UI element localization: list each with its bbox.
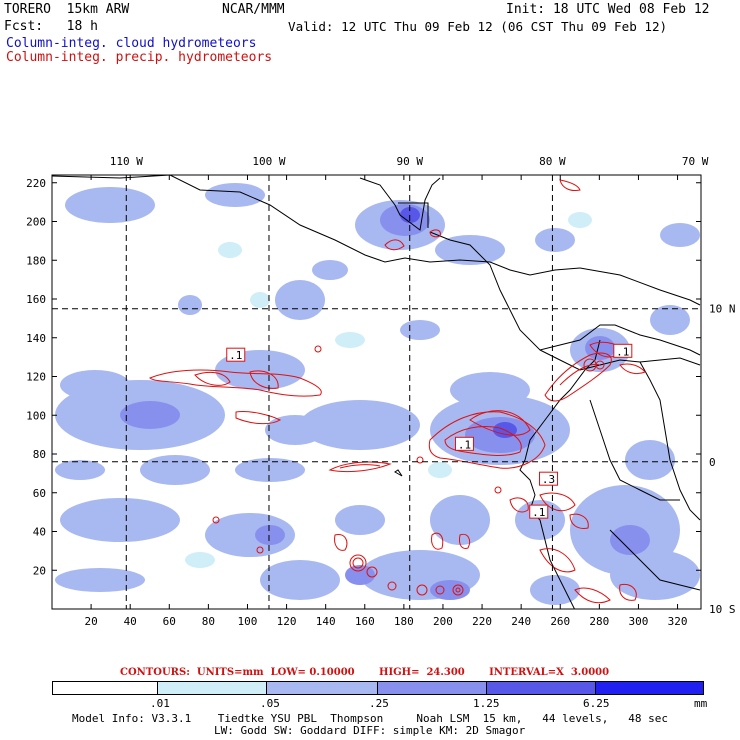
y-tick-label: 180 — [26, 254, 46, 267]
y-tick-label: 100 — [26, 409, 46, 422]
y-tick-label: 40 — [33, 526, 46, 539]
latitude-label: 0 — [709, 456, 716, 469]
x-tick-label: 180 — [394, 615, 414, 628]
plot-frame — [51, 174, 702, 610]
x-tick-label: 120 — [277, 615, 297, 628]
colorbar-bin-2 — [267, 682, 378, 694]
x-tick-label: 100 — [238, 615, 258, 628]
header-init: Init: 18 UTC Wed 08 Feb 12 — [506, 2, 710, 17]
svg-text:.1: .1 — [616, 345, 629, 358]
x-tick-label: 300 — [629, 615, 649, 628]
svg-text:.1: .1 — [458, 438, 471, 451]
colorbar — [52, 681, 704, 695]
x-tick-label: 240 — [511, 615, 531, 628]
y-tick-label: 60 — [33, 487, 46, 500]
colorbar-unit: mm — [694, 697, 708, 710]
x-tick-label: 320 — [668, 615, 688, 628]
longitude-label: 110 W — [110, 155, 143, 168]
colorbar-bin-3 — [378, 682, 487, 694]
footer-physics: LW: Godd SW: Goddard DIFF: simple KM: 2D… — [214, 724, 526, 737]
x-tick-label: 40 — [124, 615, 137, 628]
contour-label: .1 — [226, 347, 246, 362]
colorbar-bin-0 — [53, 682, 158, 694]
lat-lon-gridlines — [52, 175, 701, 609]
y-tick-label: 140 — [26, 332, 46, 345]
field-precip-label: Column-integ. precip. hydrometeors — [6, 50, 273, 65]
x-tick-label: 260 — [550, 615, 570, 628]
footer-model-info: Model Info: V3.3.1 Tiedtke YSU PBL Thomp… — [72, 712, 669, 725]
svg-text:.1: .1 — [532, 506, 545, 519]
colorbar-bin-5 — [596, 682, 703, 694]
longitude-label: 90 W — [396, 155, 423, 168]
contour-label: .3 — [539, 471, 559, 486]
x-tick-label: 60 — [163, 615, 176, 628]
colorbar-label-1: .05 — [260, 697, 280, 710]
colorbar-bin-4 — [487, 682, 596, 694]
x-tick-label: 160 — [355, 615, 375, 628]
coastlines — [52, 175, 701, 609]
header-fcst: Fcst: 18 h — [4, 19, 98, 34]
y-tick-label: 20 — [33, 564, 46, 577]
header-center: NCAR/MMM — [222, 2, 285, 17]
contour-label: .1 — [454, 436, 474, 451]
colorbar-label-0: .01 — [150, 697, 170, 710]
x-tick-label: 220 — [472, 615, 492, 628]
svg-text:.3: .3 — [542, 473, 555, 486]
colorbar-label-2: .25 — [369, 697, 389, 710]
cloud-hydrometeor-shading — [55, 183, 700, 605]
header-model: TORERO 15km ARW — [4, 2, 130, 17]
longitude-label: 70 W — [682, 155, 709, 168]
longitude-labels: 110 W 100 W 90 W 80 W 70 W — [110, 155, 709, 168]
contour-label: .1 — [613, 343, 633, 358]
latitude-labels: 10 N 0 10 S — [709, 303, 736, 616]
x-tick-label: 140 — [316, 615, 336, 628]
x-tick-label: 280 — [589, 615, 609, 628]
longitude-label: 80 W — [539, 155, 566, 168]
x-tick-label: 20 — [84, 615, 97, 628]
field-cloud-label: Column-integ. cloud hydrometeors — [6, 36, 257, 51]
colorbar-bin-1 — [158, 682, 267, 694]
latitude-label: 10 S — [709, 603, 736, 616]
y-tick-label: 220 — [26, 177, 46, 190]
header-valid: Valid: 12 UTC Thu 09 Feb 12 (06 CST Thu … — [288, 19, 668, 34]
contour-info: CONTOURS: UNITS=mm LOW= 0.10000 HIGH= 24… — [120, 667, 610, 678]
svg-text:.1: .1 — [229, 349, 242, 362]
longitude-label: 100 W — [252, 155, 285, 168]
precip-hydrometeor-contours — [149, 179, 646, 604]
x-tick-label: 80 — [202, 615, 215, 628]
y-tick-label: 80 — [33, 448, 46, 461]
y-tick-label: 120 — [26, 371, 46, 384]
y-axis-ticks: 20 40 60 80 100 120 140 160 180 200 220 — [26, 177, 701, 577]
y-tick-label: 160 — [26, 293, 46, 306]
latitude-label: 10 N — [709, 303, 736, 316]
x-axis-ticks: 20 40 60 80 100 120 140 160 180 200 220 240 260 280 30… — [84, 175, 687, 628]
colorbar-label-3: 1.25 — [473, 697, 500, 710]
contour-labels: .1 .1 .1 .3 .1 — [226, 343, 633, 519]
y-tick-label: 200 — [26, 216, 46, 229]
colorbar-label-4: 6.25 — [583, 697, 610, 710]
contour-label: .1 — [529, 504, 549, 519]
x-tick-label: 200 — [433, 615, 453, 628]
